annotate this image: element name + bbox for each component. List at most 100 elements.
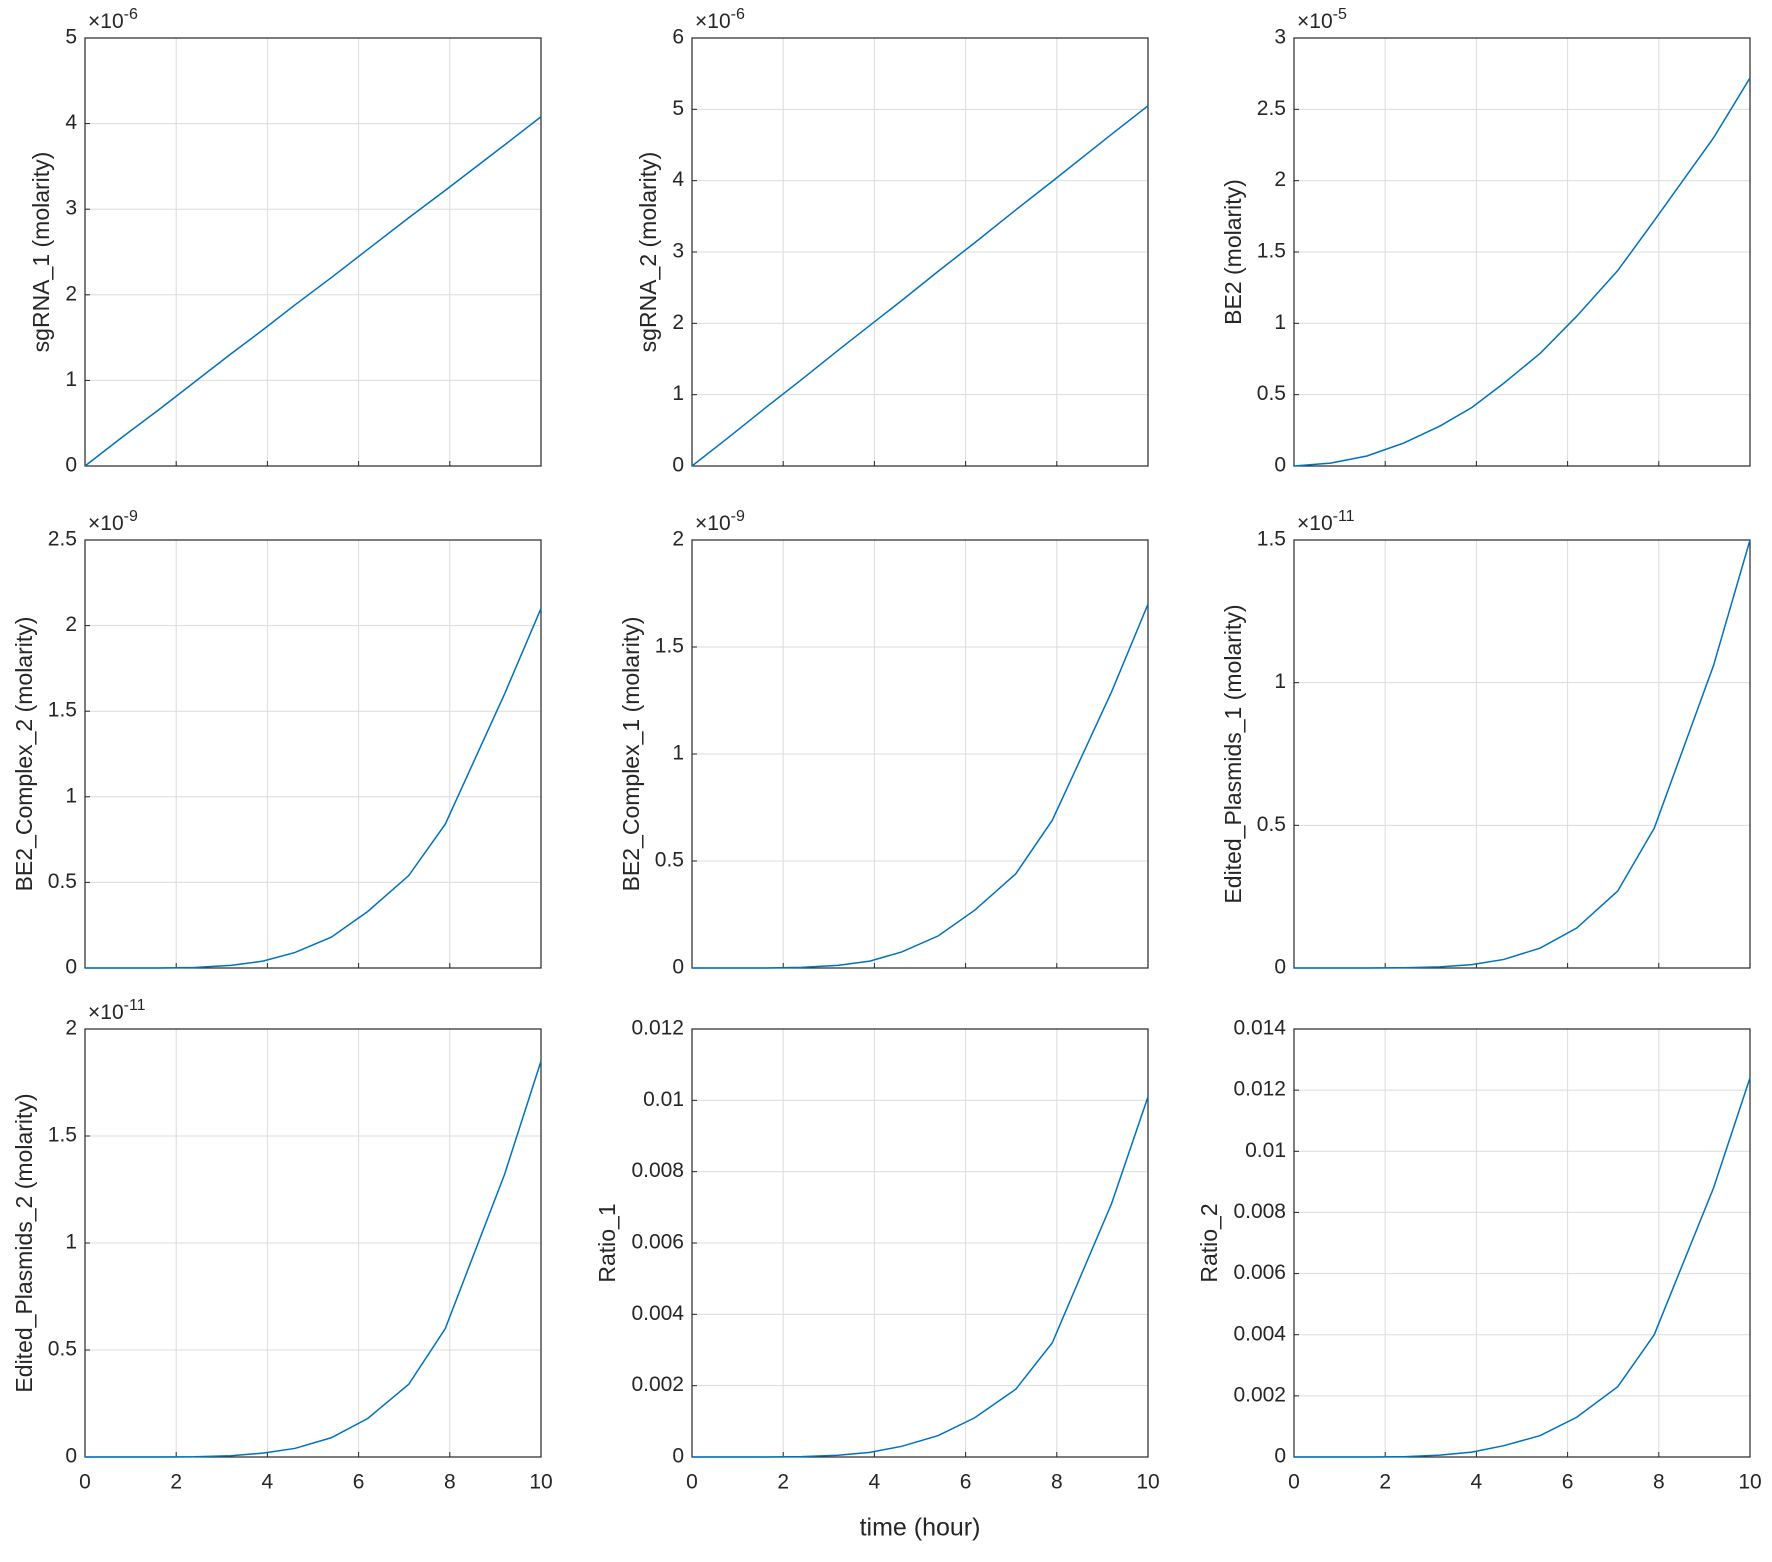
plot-area <box>85 540 541 968</box>
y-tick-label: 1.5 <box>1257 528 1286 551</box>
data-line <box>692 603 1149 969</box>
multiplier-base: ×10 <box>88 1001 124 1024</box>
x-tick-label: 10 <box>1136 1471 1159 1494</box>
multiplier-base: ×10 <box>88 10 124 33</box>
axes-box <box>691 1028 1149 1458</box>
y-tick-label: 0 <box>65 1445 77 1468</box>
y-tick-label: 0 <box>672 454 684 477</box>
y-tick-label: 1.5 <box>48 699 77 722</box>
subplot: 0 2 4 6 8 10 0 0.002 0.004 0.006 0.008 0.01 0.012 0.0… <box>1196 1017 1762 1494</box>
subplot: 0 0.5 1 1.5 2 BE2_Complex_1 (molarity) ×10-9 <box>618 508 1149 979</box>
y-tick-label: 2 <box>672 311 684 334</box>
y-multiplier: ×10-6 <box>88 6 138 33</box>
y-tick-label: 1.5 <box>655 635 684 658</box>
subplot: 0 2 4 6 8 10 0 0.5 1 1.5 2 Edited_Plasmids_2 (molar… <box>11 997 553 1494</box>
data-line <box>1294 1077 1751 1458</box>
x-tick-label: 10 <box>529 1471 552 1494</box>
y-tick-label: 0.008 <box>1233 1200 1286 1223</box>
x-tick-label: 10 <box>1738 1471 1761 1494</box>
y-tick-label: 1.5 <box>48 1124 77 1147</box>
y-axis-label: Edited_Plasmids_2 (molarity) <box>11 1093 37 1392</box>
y-tick-label: 1 <box>65 368 77 391</box>
y-tick-label: 0.008 <box>631 1159 684 1182</box>
y-tick-label: 2 <box>65 282 77 305</box>
x-tick-label: 4 <box>1471 1471 1483 1494</box>
multiplier-exponent: -5 <box>1333 6 1347 23</box>
multiplier-base: ×10 <box>1297 10 1333 33</box>
y-axis-label: BE2_Complex_2 (molarity) <box>11 617 37 892</box>
y-tick-label: 0.5 <box>655 849 684 872</box>
y-axis-label: Edited_Plasmids_1 (molarity) <box>1220 604 1246 903</box>
x-tick-label: 8 <box>1653 1471 1665 1494</box>
axes-box <box>1293 1028 1751 1458</box>
y-axis-label: BE2_Complex_1 (molarity) <box>618 617 644 892</box>
plot-area <box>1294 540 1750 968</box>
y-tick-label: 0.012 <box>631 1017 684 1040</box>
y-tick-label: 3 <box>65 197 77 220</box>
y-tick-label: 0.5 <box>48 1338 77 1361</box>
y-axis-label: sgRNA_1 (molarity) <box>28 152 54 353</box>
y-tick-label: 0.012 <box>1233 1078 1286 1101</box>
multiplier-base: ×10 <box>695 512 731 535</box>
y-tick-label: 0.004 <box>631 1302 684 1325</box>
y-multiplier: ×10-6 <box>695 6 745 33</box>
axes-box <box>84 539 542 969</box>
data-line <box>1294 539 1751 969</box>
y-tick-label: 0.5 <box>1257 382 1286 405</box>
multiplier-exponent: -9 <box>731 508 745 525</box>
axes-box <box>84 1028 542 1458</box>
subplot: 0 1 2 3 4 5 6 sgRNA_2 (molarity) ×10-6 <box>635 6 1149 477</box>
y-tick-label: 2 <box>1274 168 1286 191</box>
y-tick-label: 0.002 <box>631 1373 684 1396</box>
y-axis-label: Ratio_2 <box>1196 1203 1222 1282</box>
x-tick-label: 8 <box>1051 1471 1063 1494</box>
y-tick-label: 0.006 <box>631 1231 684 1254</box>
x-tick-label: 8 <box>444 1471 456 1494</box>
x-tick-label: 6 <box>1562 1471 1574 1494</box>
x-tick-label: 4 <box>262 1471 274 1494</box>
y-tick-label: 1 <box>672 742 684 765</box>
subplot: 0 0.5 1 1.5 2 2.5 3 BE2 (molarity) ×10-5 <box>1220 6 1751 477</box>
y-tick-label: 6 <box>672 26 684 49</box>
x-tick-label: 6 <box>960 1471 972 1494</box>
y-tick-label: 2.5 <box>48 528 77 551</box>
y-tick-label: 0.01 <box>1245 1139 1286 1162</box>
x-tick-label: 2 <box>777 1471 789 1494</box>
multiplier-exponent: -6 <box>124 6 138 23</box>
y-tick-label: 0 <box>1274 1445 1286 1468</box>
multiplier-exponent: -6 <box>731 6 745 23</box>
y-multiplier: ×10-9 <box>88 508 138 535</box>
y-tick-label: 1 <box>1274 311 1286 334</box>
data-line <box>1293 77 1751 467</box>
y-tick-label: 0.01 <box>643 1088 684 1111</box>
subplot: 0 1 2 3 4 5 sgRNA_1 (molarity) ×10-6 <box>28 6 542 477</box>
multiplier-base: ×10 <box>88 512 124 535</box>
y-multiplier: ×10-11 <box>1297 508 1355 535</box>
y-tick-label: 0 <box>672 956 684 979</box>
multiplier-exponent: -9 <box>124 508 138 525</box>
axes-box <box>84 37 542 467</box>
multiplier-base: ×10 <box>695 10 731 33</box>
plot-area <box>85 38 541 466</box>
y-tick-label: 0 <box>65 454 77 477</box>
y-tick-label: 1 <box>672 382 684 405</box>
y-tick-label: 5 <box>672 97 684 120</box>
y-tick-label: 1.5 <box>1257 240 1286 263</box>
y-tick-label: 0 <box>672 1445 684 1468</box>
x-tick-label: 2 <box>170 1471 182 1494</box>
y-axis-label: BE2 (molarity) <box>1220 179 1246 325</box>
data-line <box>84 116 542 467</box>
multiplier-exponent: -11 <box>1333 508 1355 525</box>
y-tick-label: 2 <box>672 528 684 551</box>
y-tick-label: 0.004 <box>1233 1322 1286 1345</box>
y-tick-label: 0 <box>65 956 77 979</box>
y-tick-label: 2 <box>65 613 77 636</box>
subplot: 0 0.5 1 1.5 Edited_Plasmids_1 (molarity) ×10-… <box>1220 508 1751 979</box>
data-line <box>85 608 542 969</box>
y-multiplier: ×10-11 <box>88 997 146 1024</box>
y-tick-label: 1 <box>1274 670 1286 693</box>
y-tick-label: 1 <box>65 1231 77 1254</box>
y-tick-label: 0.002 <box>1233 1383 1286 1406</box>
multiplier-exponent: -11 <box>124 997 146 1014</box>
y-axis-label: Ratio_1 <box>594 1203 620 1282</box>
